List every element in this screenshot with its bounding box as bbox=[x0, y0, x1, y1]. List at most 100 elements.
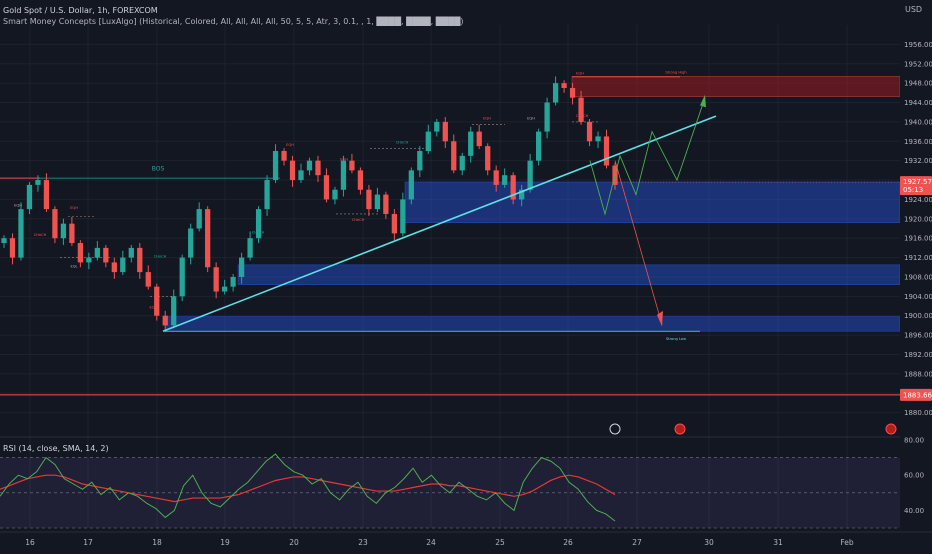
candle-body bbox=[323, 175, 330, 200]
candle-body bbox=[162, 315, 168, 326]
time-tick-label: 26 bbox=[563, 538, 573, 547]
structure-label: BOS bbox=[152, 165, 165, 172]
candle-body bbox=[213, 267, 219, 292]
candle-body bbox=[171, 296, 177, 326]
time-tick-label: Feb bbox=[840, 538, 854, 547]
candle-body bbox=[476, 131, 482, 147]
structure-lines bbox=[0, 76, 900, 396]
price-tick-label: 1940.00 bbox=[904, 118, 932, 126]
price-tick-label: 1888.00 bbox=[904, 370, 932, 378]
price-tick-label: 1900.00 bbox=[904, 312, 932, 320]
candle-body bbox=[417, 150, 423, 171]
price-tick-label: 1948.00 bbox=[904, 80, 932, 88]
candle-body bbox=[255, 209, 262, 239]
structure-label: EQH bbox=[576, 71, 584, 75]
current-price-value: 1927.57 bbox=[903, 178, 932, 186]
candle-body bbox=[552, 83, 559, 103]
candle-body bbox=[315, 160, 321, 176]
candle-body bbox=[128, 247, 134, 258]
projection-overlay bbox=[162, 94, 900, 332]
candle-body bbox=[544, 102, 550, 132]
candle-body bbox=[434, 121, 440, 132]
event-icon bbox=[674, 423, 686, 435]
bearish-arrowhead bbox=[657, 310, 663, 327]
price-tick-label: 1912.00 bbox=[904, 254, 932, 262]
indicator-legend: Smart Money Concepts [LuxAlgo] (Historic… bbox=[3, 17, 464, 26]
order-block-zones bbox=[164, 76, 901, 332]
price-tick-label: 1892.00 bbox=[904, 351, 932, 359]
time-tick-label: 24 bbox=[426, 538, 436, 547]
structure-label: CHoCH bbox=[396, 141, 409, 145]
candle-body bbox=[332, 189, 338, 200]
bearish-projection bbox=[614, 160, 663, 325]
price-tick-label: 1936.00 bbox=[904, 138, 932, 146]
structure-label: EQH bbox=[340, 158, 348, 162]
structure-label: CHoCH bbox=[576, 114, 589, 118]
candle-body bbox=[510, 175, 516, 200]
candle-body bbox=[374, 194, 381, 210]
price-tick-label: 1904.00 bbox=[904, 293, 932, 301]
candle-body bbox=[493, 170, 499, 185]
demand-zone bbox=[237, 264, 901, 286]
countdown-value: 05:13 bbox=[903, 186, 923, 194]
candle-body bbox=[86, 257, 92, 263]
candle-body bbox=[137, 247, 143, 273]
candle-body bbox=[145, 272, 151, 287]
candle-body bbox=[120, 257, 126, 273]
structure-label: CHoCH bbox=[34, 233, 47, 237]
structure-label: EQL bbox=[70, 264, 77, 268]
structure-label: EQH bbox=[286, 143, 294, 147]
candle-body bbox=[298, 170, 304, 181]
candle-body bbox=[485, 146, 491, 171]
demand-zone bbox=[404, 181, 901, 223]
candle-body bbox=[383, 194, 389, 214]
structure-label: Strong Low bbox=[666, 337, 686, 341]
candle-body bbox=[179, 257, 185, 297]
price-axis-bg bbox=[900, 0, 932, 550]
structure-label: CHoCH bbox=[352, 218, 365, 222]
candle-body bbox=[451, 141, 457, 171]
candle-body bbox=[9, 238, 16, 258]
structure-label: CHoCH bbox=[154, 255, 167, 259]
grid-lines bbox=[0, 25, 932, 528]
time-tick-label: 19 bbox=[220, 538, 230, 547]
price-tick-label: 1920.00 bbox=[904, 215, 932, 223]
price-tick-label: 1944.00 bbox=[904, 99, 932, 107]
price-tick-label: 1916.00 bbox=[904, 235, 932, 243]
rsi-tick-label: 40.00 bbox=[904, 507, 924, 515]
candle-body bbox=[247, 238, 253, 258]
price-tick-label: 1924.00 bbox=[904, 196, 932, 204]
candle-body bbox=[535, 131, 542, 161]
candle-body bbox=[230, 276, 236, 287]
time-tick-label: 18 bbox=[152, 538, 162, 547]
candle-body bbox=[519, 189, 525, 200]
candle-body bbox=[561, 83, 567, 88]
structure-label: EQH bbox=[14, 204, 22, 208]
event-icon bbox=[885, 423, 897, 435]
price-tick-label: 1880.00 bbox=[904, 409, 932, 417]
time-tick-label: 17 bbox=[83, 538, 93, 547]
structure-label: EQH bbox=[527, 116, 535, 120]
structure-label: EQL bbox=[149, 305, 156, 309]
candle-body bbox=[442, 121, 448, 142]
current-price-tag bbox=[900, 176, 932, 196]
bullish-projection bbox=[589, 97, 706, 216]
price-tick-label: 1908.00 bbox=[904, 273, 932, 281]
candle-body bbox=[586, 121, 593, 142]
event-icon bbox=[609, 423, 621, 435]
candle-body bbox=[1, 238, 7, 244]
currency-label: USD bbox=[905, 5, 923, 14]
candle-body bbox=[111, 262, 117, 273]
structure-label: CHoCH bbox=[252, 230, 265, 234]
candle-body bbox=[18, 209, 24, 258]
time-tick-label: 27 bbox=[632, 538, 642, 547]
candle-body bbox=[188, 228, 194, 258]
candle-body bbox=[77, 243, 84, 263]
candle-body bbox=[306, 160, 313, 171]
candle-body bbox=[60, 223, 67, 239]
candle-body bbox=[391, 213, 397, 234]
structure-label: EQH bbox=[483, 116, 491, 120]
